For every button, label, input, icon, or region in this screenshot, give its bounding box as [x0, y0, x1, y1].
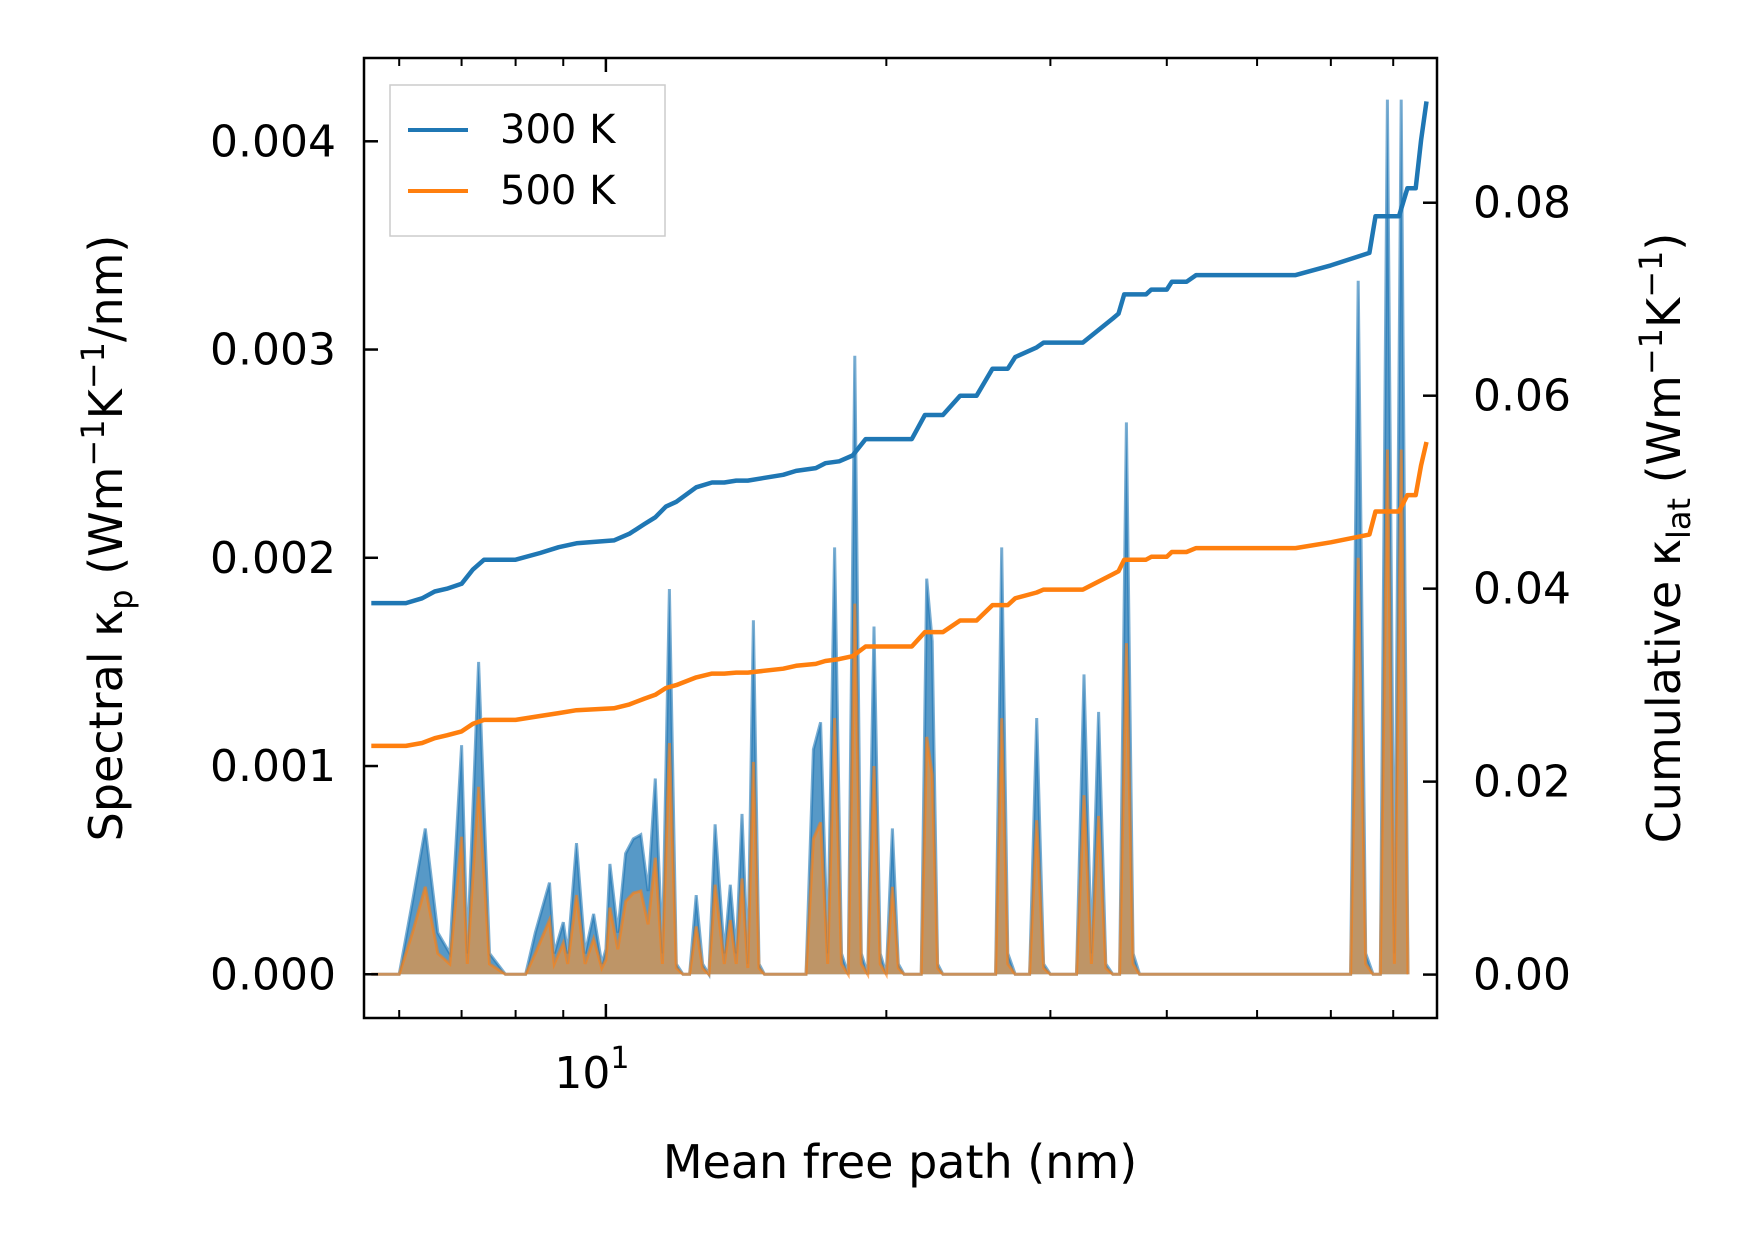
x-tick-label: 101	[554, 1041, 629, 1099]
y-left-label-pre: Spectral κ	[79, 610, 133, 842]
y-left-tick-label: 0.003	[210, 325, 336, 376]
y-left-axis-label: Spectral κp (Wm−1K−1/nm)	[74, 235, 140, 842]
spectral-line-500k	[371, 449, 1410, 980]
y-left-label-mid1: (Wm	[79, 467, 133, 590]
y-right-tick-label: 0.00	[1473, 950, 1571, 1001]
y-right-label-sup2: −1	[1632, 251, 1670, 298]
y-left-tick-label: 0.002	[210, 533, 336, 584]
y-left-tick-label: 0.004	[210, 116, 336, 167]
legend-box	[389, 84, 666, 237]
y-right-label-sup1: −1	[1632, 328, 1670, 375]
legend-label-300k: 300 K	[500, 107, 617, 153]
y-right-tick-label: 0.08	[1473, 178, 1571, 229]
y-left-label-sup1: −1	[74, 419, 112, 466]
cumulative-line-500k	[371, 441, 1429, 749]
legend: 300 K 500 K	[389, 84, 666, 237]
legend-label-500k: 500 K	[500, 168, 617, 214]
plot-frame	[362, 56, 1439, 1020]
y-left-label-sup2: −1	[74, 342, 112, 389]
y-right-label-mid1: (Wm	[1637, 375, 1691, 498]
x-tick-label-exponent: 1	[610, 1041, 629, 1076]
y-right-label-sub: lat	[1660, 498, 1698, 539]
y-right-tick-label: 0.06	[1473, 371, 1571, 422]
y-right-axis-label: Cumulative κlat (Wm−1K−1)	[1632, 233, 1698, 844]
y-left-tick-label: 0.000	[210, 949, 336, 1000]
x-tick-label-base: 10	[554, 1048, 610, 1099]
y-left-tick-label: 0.001	[210, 741, 336, 792]
y-right-label-post: )	[1637, 233, 1691, 251]
spectral-area-500k	[371, 449, 1408, 975]
x-axis-label: Mean free path (nm)	[663, 1135, 1137, 1189]
y-left-label-mid2: K	[79, 387, 133, 419]
y-left-label-post: /nm)	[79, 235, 133, 342]
y-left-label-sub: p	[102, 589, 140, 609]
cumulative-line-300k	[371, 101, 1429, 606]
y-right-label-mid2: K	[1637, 296, 1691, 328]
y-right-label-pre: Cumulative κ	[1637, 539, 1691, 843]
y-right-tick-label: 0.02	[1473, 757, 1571, 808]
y-right-tick-label: 0.04	[1473, 564, 1571, 615]
